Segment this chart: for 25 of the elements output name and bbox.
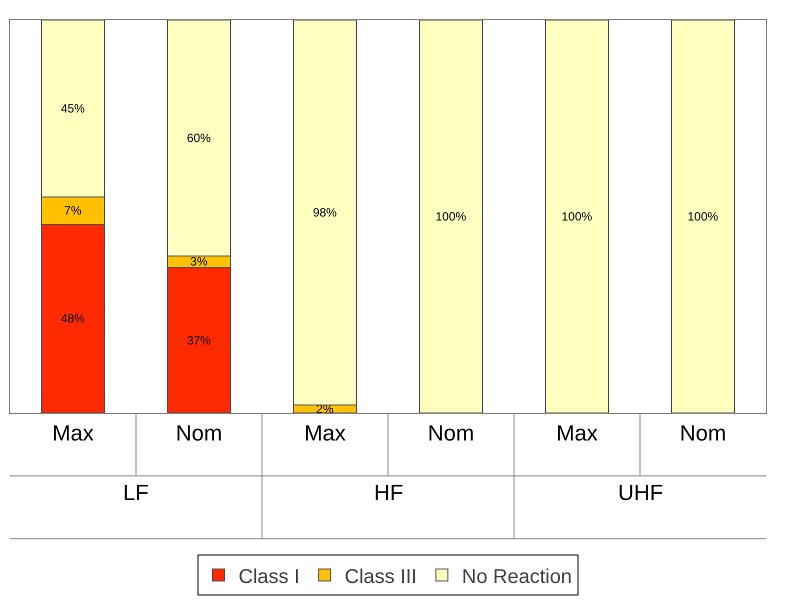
data-label: 3% <box>190 254 208 269</box>
bar <box>671 20 735 413</box>
x-tick-label: Max <box>556 420 598 446</box>
data-label: 7% <box>64 204 82 218</box>
data-label: 45% <box>60 101 86 116</box>
bar <box>419 20 483 413</box>
bar <box>545 20 609 413</box>
x-tick-label: Nom <box>176 420 222 446</box>
data-label: 37% <box>186 333 212 348</box>
data-label: 100% <box>435 210 467 224</box>
text: UHF <box>618 480 664 505</box>
data-label: 60% <box>186 130 212 145</box>
legend-label: Class I <box>238 566 300 588</box>
text: LF <box>123 480 149 505</box>
x-tick-label: Nom <box>680 420 726 446</box>
text: HF <box>374 480 404 505</box>
x-tick-label: Max <box>304 420 346 446</box>
data-label: 100% <box>687 210 719 224</box>
x-tick-label: Max <box>52 420 94 446</box>
data-label: 98% <box>312 206 338 220</box>
legend-label: Class III <box>344 566 417 588</box>
data-label: 48% <box>60 312 86 326</box>
legend-label: No Reaction <box>462 566 572 588</box>
x-tick-label: Nom <box>428 420 474 446</box>
data-label: 100% <box>561 210 593 224</box>
